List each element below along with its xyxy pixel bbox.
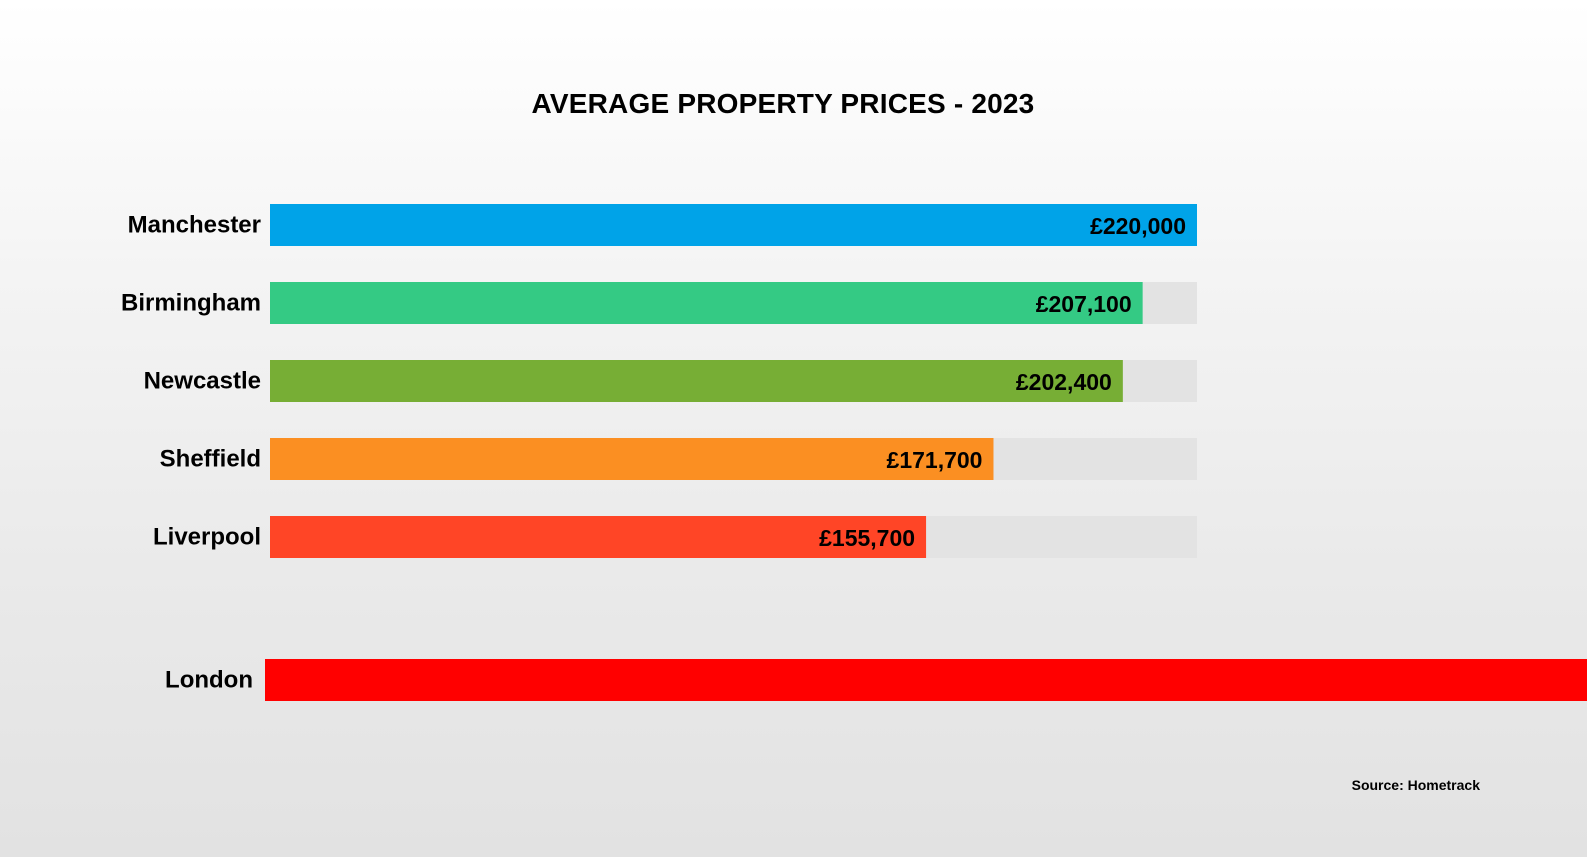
value-label-liverpool: £155,700 <box>819 525 915 551</box>
value-label-birmingham: £207,100 <box>1036 291 1132 317</box>
chart-title: AVERAGE PROPERTY PRICES - 2023 <box>531 88 1035 119</box>
value-label-manchester: £220,000 <box>1090 213 1186 239</box>
bar-london <box>265 659 1587 701</box>
value-label-newcastle: £202,400 <box>1016 369 1112 395</box>
category-label-liverpool: Liverpool <box>153 524 261 551</box>
bar-manchester <box>270 204 1197 246</box>
value-label-sheffield: £171,700 <box>887 447 983 473</box>
category-label-sheffield: Sheffield <box>160 446 261 473</box>
category-label-newcastle: Newcastle <box>144 368 261 395</box>
category-label-london: London <box>165 667 253 694</box>
bar-liverpool <box>270 516 927 558</box>
bar-birmingham <box>270 282 1143 324</box>
category-label-birmingham: Birmingham <box>121 290 261 317</box>
source-note: Source: Hometrack <box>1351 777 1480 793</box>
bar-newcastle <box>270 360 1123 402</box>
bar-sheffield <box>270 438 994 480</box>
category-label-manchester: Manchester <box>128 212 261 239</box>
